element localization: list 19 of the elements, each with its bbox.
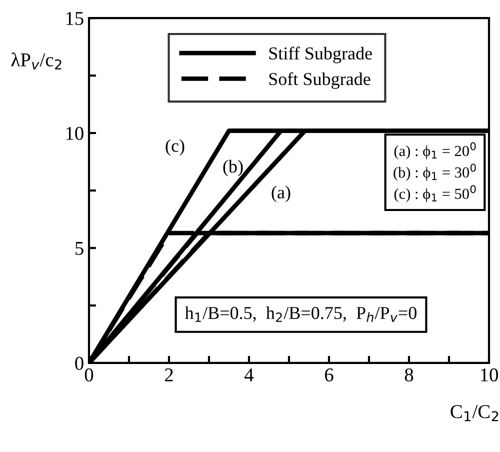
y-tick-label: 10 (66, 126, 84, 140)
x-tick-label: 4 (244, 368, 254, 382)
y-tick-label: 0 (75, 356, 84, 370)
x-axis-title: C$_{1}$/C$_{2}$ (450, 405, 498, 422)
annotation: (a) (272, 186, 290, 202)
x-tick-label: 2 (164, 368, 173, 382)
x-tick-label: 8 (404, 368, 414, 382)
annotation: (b) (223, 160, 243, 176)
x-tick-label: 0 (84, 368, 94, 382)
legend-label: Soft Subgrade (269, 72, 370, 89)
text: h$_{1}$/B=0.5, h$_{2}$/B=0.75, P$_{h}$/P$_{v}$=0 (184, 306, 416, 322)
x-tick-label: 6 (324, 368, 334, 382)
legend-label: Stiff Subgrade (269, 46, 372, 64)
x-tick-label: 10 (480, 368, 498, 382)
y-tick-label: 5 (76, 242, 84, 255)
annotation: (c) (166, 139, 184, 156)
y-tick-label: 15 (66, 12, 84, 26)
y-axis-title: λP$_{v}$/c$_{2}$ (11, 52, 62, 70)
text: (a) : ϕ$_{1}$ = 20$^{0}$ (b) : ϕ$_{1}$ = 30$^{0}$ (c) : ϕ$_{1}$ = 50$^{0}$ (394, 142, 476, 202)
